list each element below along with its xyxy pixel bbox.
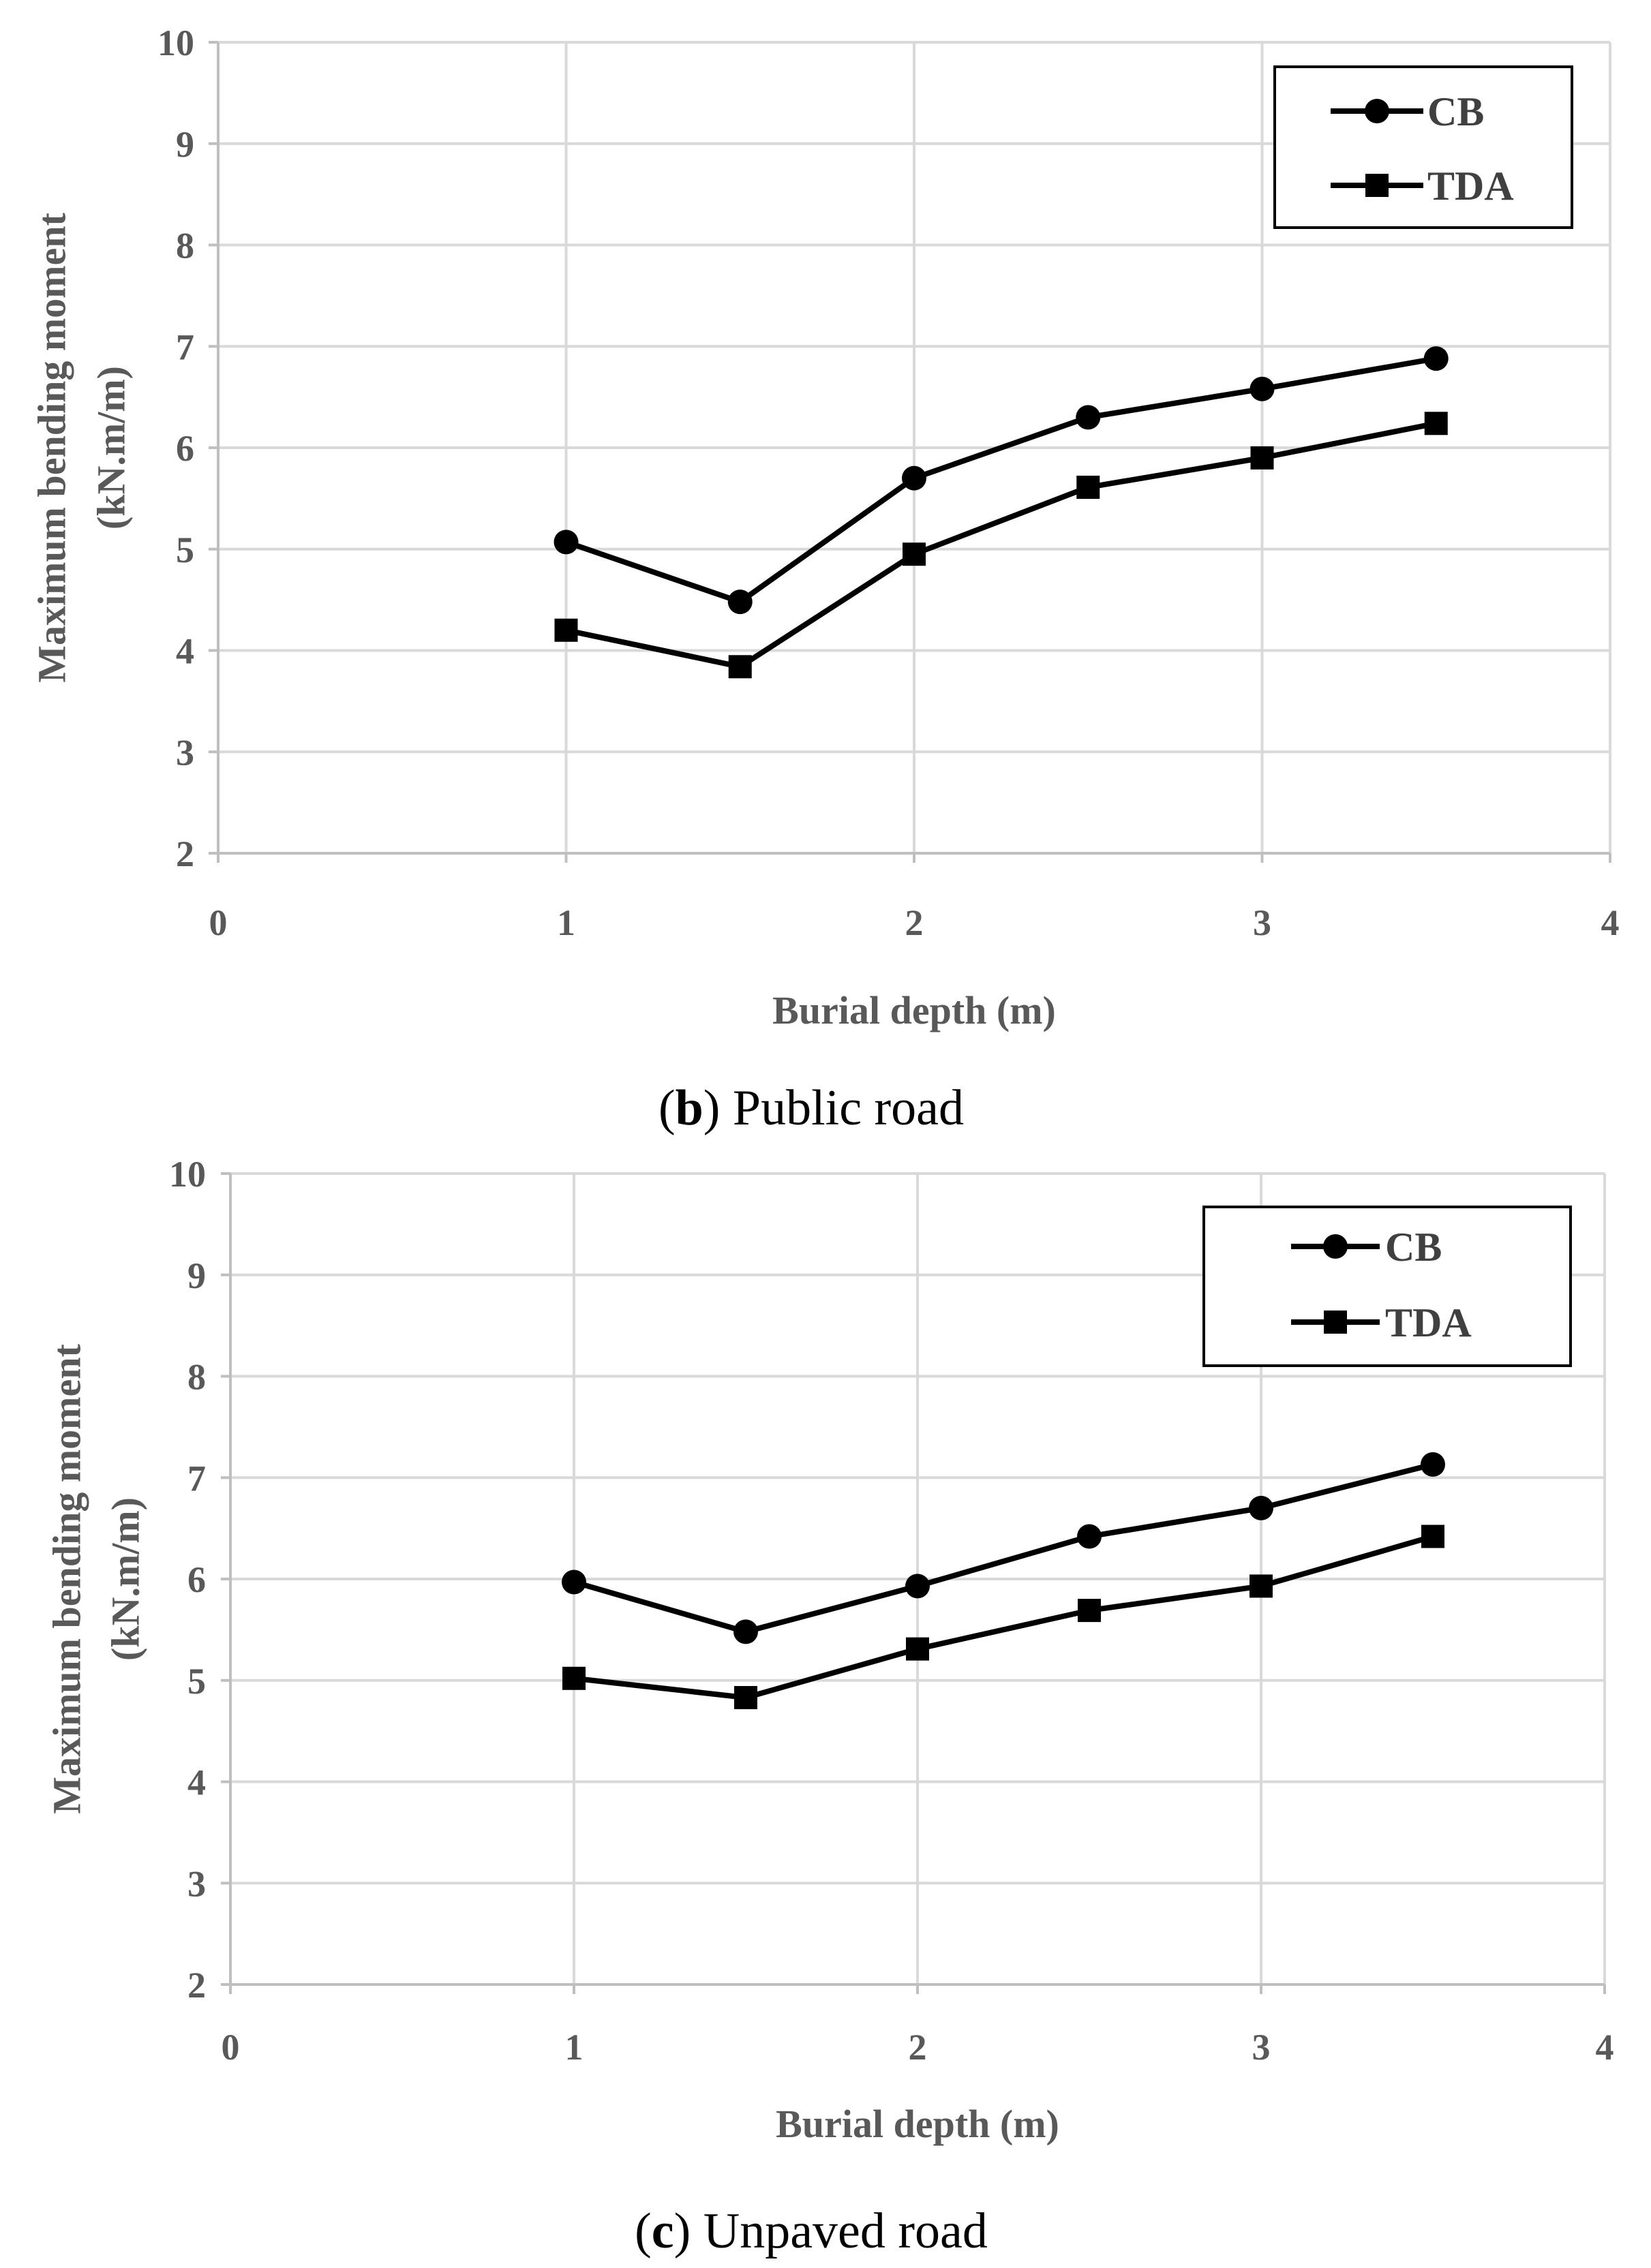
data-point-cb [727,589,753,615]
data-point-cb [1421,1452,1445,1477]
x-tick-label: 3 [1252,2027,1271,2068]
data-point-cb [905,1574,930,1599]
legend-label-tda: TDA [1385,1300,1472,1345]
y-tick-label: 7 [187,1458,206,1499]
y-tick-label: 6 [187,1559,206,1600]
data-point-cb [902,465,926,491]
caption-letter: b [676,1080,703,1136]
y-tick-label: 10 [169,1154,206,1195]
y-axis-title: Maximum bending moment [29,213,74,683]
legend-label-cb: CB [1385,1225,1442,1270]
data-point-tda [903,542,926,566]
x-tick-label: 2 [909,2027,927,2068]
y-tick-label: 8 [176,226,194,266]
data-point-tda [1076,476,1100,500]
series-line-cb [565,356,1437,605]
x-tick-label: 4 [1601,902,1620,943]
series-line-cb [573,1462,1434,1635]
x-tick-label: 1 [557,902,575,943]
y-axis-unit: (kN.m/m) [89,366,133,530]
y-tick-label: 2 [176,833,194,874]
data-point-tda [1250,446,1274,470]
x-tick-label: 3 [1253,902,1271,943]
legend-marker-cb [1365,99,1389,123]
x-tick-label: 0 [209,902,228,943]
y-tick-label: 5 [176,530,194,570]
y-tick-label: 8 [187,1357,206,1398]
x-axis-title: Burial depth (m) [776,2102,1059,2146]
y-tick-label: 6 [176,428,194,469]
y-tick-label: 9 [176,124,194,165]
chart-c: 2 3 4 5 6 7 8 9 10 0 1 2 3 4 Burial depth (m) Maximum b… [44,1154,1614,2259]
data-point-tda [1249,1574,1273,1598]
data-point-cb [554,530,579,555]
data-point-cb [1076,405,1101,430]
data-point-tda [1424,412,1448,435]
figure-caption: (b) Public road [658,1080,964,1136]
chart-b: 2 3 4 5 6 7 8 9 10 0 1 2 3 4 Burial depth (m) Maximum b… [29,22,1619,1136]
data-point-cb [1249,1495,1273,1520]
y-tick-label: 3 [187,1863,206,1904]
legend-box [1202,1206,1572,1367]
caption-paren: ( [635,2203,652,2259]
series-line-tda [573,1533,1434,1701]
legend-marker-cb [1323,1234,1348,1259]
y-tick-label: 7 [176,326,194,367]
y-tick-label: 10 [157,22,194,63]
data-point-cb [1249,376,1275,401]
x-tick-label: 2 [905,902,924,943]
series-line-tda [565,420,1437,670]
figure-caption: (c) Unpaved road [635,2203,988,2259]
caption-text: ) Public road [703,1080,964,1136]
caption-paren: ( [658,1080,676,1136]
y-axis-title: Maximum bending moment [44,1344,89,1814]
caption-letter: c [652,2203,674,2259]
x-tick-label: 1 [565,2027,584,2068]
legend-box [1273,65,1573,229]
data-point-tda [554,618,578,642]
y-tick-label: 4 [176,631,194,672]
data-point-tda [906,1637,929,1661]
legend-marker-tda [1324,1311,1347,1334]
y-tick-label: 9 [187,1255,206,1296]
y-tick-label: 2 [187,1965,206,2006]
data-point-cb [733,1619,758,1644]
data-point-cb [1423,346,1449,371]
y-tick-label: 5 [187,1661,206,1702]
data-point-tda [1078,1599,1101,1623]
caption-text: ) Unpaved road [674,2203,988,2259]
legend-marker-tda [1365,174,1389,197]
data-point-tda [728,655,752,679]
data-point-cb [562,1569,586,1595]
legend-label-cb: CB [1427,89,1484,134]
y-tick-label: 3 [176,732,194,773]
x-tick-label: 0 [222,2027,240,2068]
x-tick-label: 4 [1596,2027,1614,2068]
x-axis-title: Burial depth (m) [772,988,1056,1032]
y-axis-unit: (kN.m/m) [103,1497,147,1661]
y-tick-label: 4 [187,1762,206,1803]
data-point-tda [734,1686,757,1710]
legend-label-tda: TDA [1427,164,1514,209]
data-point-tda [1421,1524,1444,1548]
data-point-cb [1077,1524,1102,1549]
data-point-tda [562,1666,586,1690]
